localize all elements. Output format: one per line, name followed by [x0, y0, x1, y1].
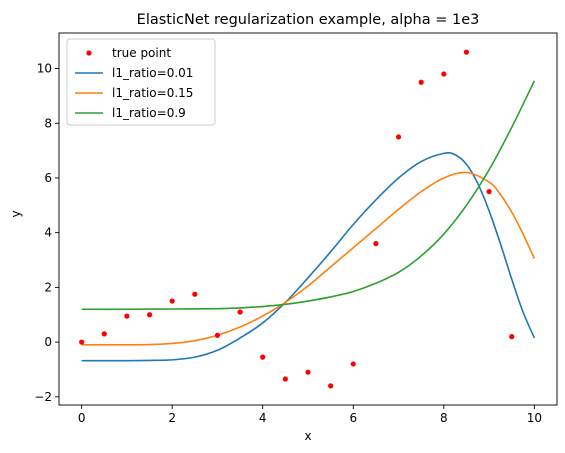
scatter-point-7 — [237, 309, 243, 315]
scatter-point-15 — [418, 79, 424, 85]
scatter-point-16 — [441, 71, 447, 77]
scatter-point-5 — [192, 291, 198, 297]
axes-frame — [58, 32, 558, 406]
scatter-point-1 — [101, 331, 107, 337]
scatter-point-4 — [169, 298, 175, 304]
plot-area — [79, 49, 536, 389]
chart-title: ElasticNet regularization example, alpha… — [137, 12, 480, 28]
scatter-point-9 — [282, 376, 288, 382]
y-tick-label-0: −2 — [34, 390, 52, 404]
plot-clip-group — [79, 49, 536, 389]
y-tick-label-3: 4 — [44, 226, 52, 240]
scatter-point-19 — [509, 334, 515, 340]
scatter-point-0 — [79, 339, 85, 345]
scatter-point-13 — [373, 241, 379, 247]
x-tick-label-5: 10 — [527, 411, 542, 425]
y-tick-label-1: 0 — [44, 335, 52, 349]
series-line-1 — [81, 171, 536, 346]
y-tick-label-2: 2 — [44, 280, 52, 294]
series-line-2 — [81, 80, 536, 311]
x-tick-label-1: 2 — [168, 411, 176, 425]
scatter-point-2 — [124, 313, 130, 319]
x-tick-label-0: 0 — [78, 411, 86, 425]
scatter-point-3 — [146, 312, 153, 318]
scatter-point-12 — [350, 361, 356, 367]
y-tick-label-4: 6 — [44, 171, 52, 185]
y-tick-label-6: 10 — [37, 62, 52, 76]
legend: true point l1_ratio=0.01 l1_ratio=0.15 l1_r… — [66, 38, 216, 126]
legend-box — [66, 38, 216, 126]
x-axis-label: x — [304, 429, 311, 443]
x-tick-label-4: 8 — [440, 411, 448, 425]
series-line-0 — [81, 152, 536, 362]
axes: 0 2 4 6 8 10 −2 0 2 4 6 8 10 — [34, 32, 558, 425]
x-tick-label-2: 4 — [259, 411, 267, 425]
legend-label-3: l1_ratio=0.9 — [112, 106, 186, 120]
scatter-point-18 — [486, 189, 492, 195]
legend-marker-0 — [86, 50, 92, 56]
y-tick-label-5: 8 — [44, 116, 52, 130]
legend-label-2: l1_ratio=0.15 — [112, 86, 193, 100]
legend-label-0: true point — [112, 46, 171, 60]
scatter-point-14 — [395, 134, 402, 140]
scatter-point-8 — [260, 354, 266, 360]
y-axis-label: y — [9, 210, 23, 217]
scatter-point-17 — [463, 49, 470, 55]
scatter-point-10 — [305, 369, 311, 375]
x-tick-label-3: 6 — [349, 411, 357, 425]
legend-label-1: l1_ratio=0.01 — [112, 66, 193, 80]
scatter-point-6 — [214, 332, 221, 338]
scatter-point-11 — [328, 383, 334, 389]
